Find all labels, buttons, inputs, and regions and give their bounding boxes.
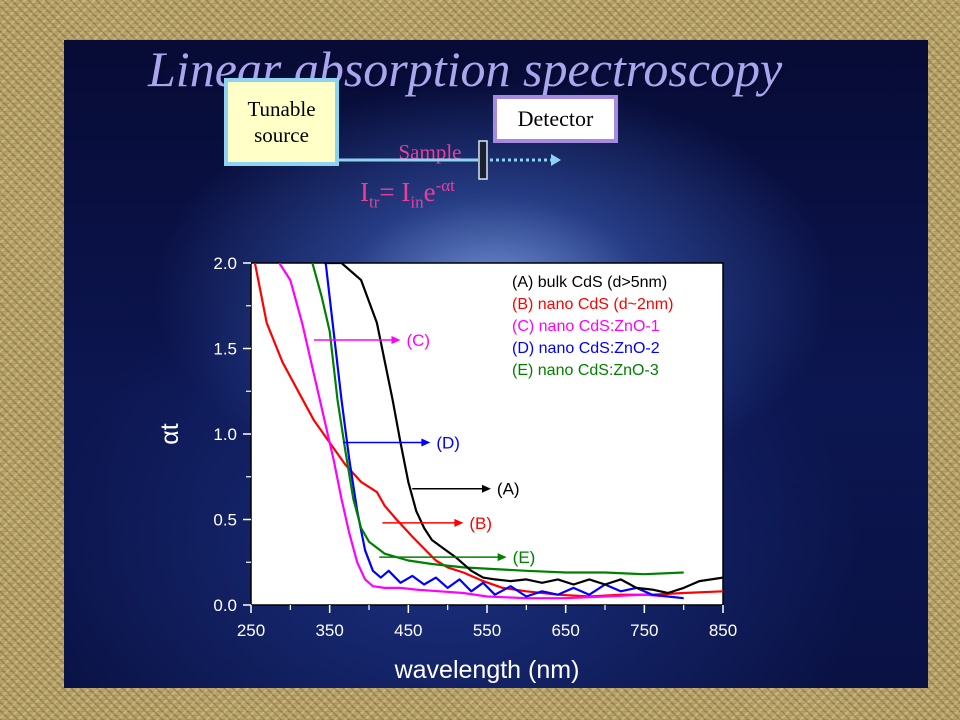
equation-exponent: -αt [435,176,455,195]
equation-eq: = I [379,177,411,207]
legend-entry-D: (D) nano CdS:ZnO-2 [512,340,660,357]
x-tick-label: 650 [551,621,579,640]
annotation-label-D: (D) [436,434,460,453]
y-tick-label: 0.5 [213,511,237,530]
annotation-arrowhead-A [481,484,491,493]
series-line-A [324,263,723,595]
annotation-label-B: (B) [469,514,492,533]
equation-in: in [410,192,424,212]
tunable-source-box: Tunable source [224,78,339,166]
y-tick-label: 0.0 [213,596,237,615]
series-line-D [324,263,684,600]
legend-entry-A: (A) bulk CdS (d>5nm) [512,274,667,291]
x-tick-label: 550 [473,621,501,640]
x-tick-label: 250 [237,621,265,640]
y-tick-label: 1.5 [213,340,237,359]
series-line-B [253,263,723,598]
annotations: (C) (D) (A) (B) (E) [313,331,536,567]
series-line-C [278,263,668,600]
transmission-equation: Itr= Iine-αt [360,176,510,212]
legend-entry-C: (C) nano CdS:ZnO-1 [512,318,660,335]
y-tick-label: 2.0 [213,254,237,273]
x-tick-label: 350 [315,621,343,640]
beam-arrowhead [551,154,561,166]
annotation-label-A: (A) [497,480,520,499]
x-tick-label: 850 [709,621,737,640]
series-lines [253,263,723,600]
detector-box: Detector [493,95,618,143]
equation-e: e [423,177,436,207]
annotation-arrowhead-E [497,553,507,562]
axis-ticks [243,262,724,613]
legend-entry-E: (E) nano CdS:ZnO-3 [512,362,659,379]
x-axis-title: wavelength (nm) [394,656,580,684]
x-tick-labels: 250 350 450 550 650 750 850 [237,621,737,640]
annotation-arrowhead-B [454,518,464,527]
x-tick-label: 450 [394,621,422,640]
equation-tr: tr [369,192,380,212]
annotation-arrowhead-D [421,438,431,447]
y-tick-label: 1.0 [213,425,237,444]
legend: (A) bulk CdS (d>5nm) (B) nano CdS (d~2nm)… [512,274,673,379]
equation-I: I [360,177,369,207]
plot-area [250,262,724,606]
y-axis-title: αt [156,423,184,444]
y-tick-labels: 0.0 0.5 1.0 1.5 2.0 [213,254,237,615]
annotation-arrowhead-C [391,335,401,344]
legend-entry-B: (B) nano CdS (d~2nm) [512,296,673,313]
annotation-label-C: (C) [406,331,430,350]
sample-slab [478,140,488,180]
annotation-label-E: (E) [513,548,536,567]
x-tick-label: 750 [630,621,658,640]
